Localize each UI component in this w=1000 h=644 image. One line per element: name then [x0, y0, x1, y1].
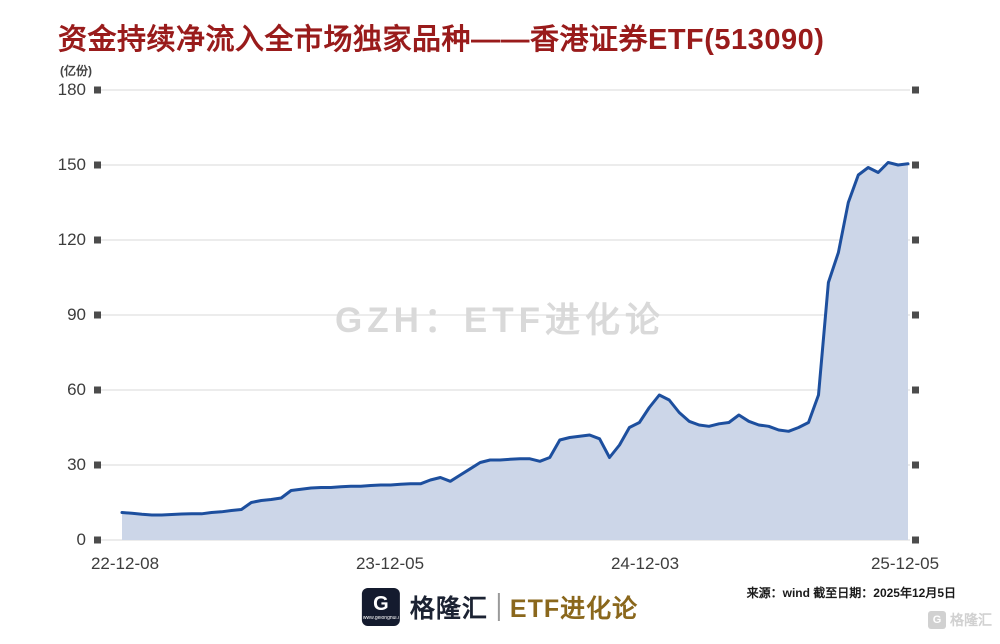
tick-marker-icon [912, 86, 919, 94]
y-axis-tick-label: 60 [67, 380, 86, 399]
tick-marker-icon [94, 161, 101, 169]
tick-marker-icon [94, 536, 101, 544]
series-line [120, 161, 910, 517]
y-axis-tick-label: 30 [67, 455, 86, 474]
source-note: 来源：wind 截至日期：2025年12月5日 [746, 586, 956, 600]
brand-sub-name: ETF进化论 [509, 595, 639, 623]
x-axis-tick-label: 22-12-08 [90, 554, 160, 573]
tick-marker-icon [94, 461, 101, 469]
y-axis-tick-label: 90 [67, 305, 86, 324]
x-axis-tick-label: 23-12-05 [355, 554, 425, 573]
tick-marker-icon [94, 236, 101, 244]
tick-marker-icon [912, 461, 919, 469]
logo-url-text: www.gelonghui.com [362, 615, 399, 621]
gelonghui-logo-icon: G www.gelonghui.com [361, 588, 400, 626]
tick-marker-icon [912, 161, 919, 169]
corner-logo-icon: G [928, 611, 946, 629]
y-axis-unit-label: (亿份) [60, 64, 92, 78]
brand-divider [497, 593, 500, 621]
tick-marker-icon [912, 236, 919, 244]
tick-marker-icon [94, 86, 101, 94]
corner-watermark: G 格隆汇 [928, 610, 992, 630]
x-axis-tick-label: 24-12-03 [610, 554, 680, 573]
tick-marker-icon [94, 386, 101, 394]
tick-marker-icon [912, 536, 919, 544]
y-axis-tick-label: 150 [57, 155, 86, 174]
brand-name: 格隆汇 [409, 595, 488, 623]
tick-marker-icon [912, 311, 919, 319]
logo-g-glyph: G [373, 592, 389, 615]
y-axis-tick-label: 180 [57, 80, 86, 99]
y-axis-tick-label: 120 [57, 230, 86, 249]
center-watermark: GZH：ETF进化论 [335, 301, 665, 340]
footer-brand: G www.gelonghui.com 格隆汇 ETF进化论 [361, 588, 639, 626]
y-axis-tick-label: 0 [76, 530, 86, 549]
area-fill [122, 162, 908, 540]
tick-marker-icon [912, 386, 919, 394]
corner-watermark-text: 格隆汇 [950, 612, 992, 628]
x-axis-tick-label: 25-12-05 [870, 554, 940, 573]
chart-title: 资金持续净流入全市场独家品种——香港证券ETF(513090) [58, 24, 825, 56]
tick-marker-icon [94, 311, 101, 319]
